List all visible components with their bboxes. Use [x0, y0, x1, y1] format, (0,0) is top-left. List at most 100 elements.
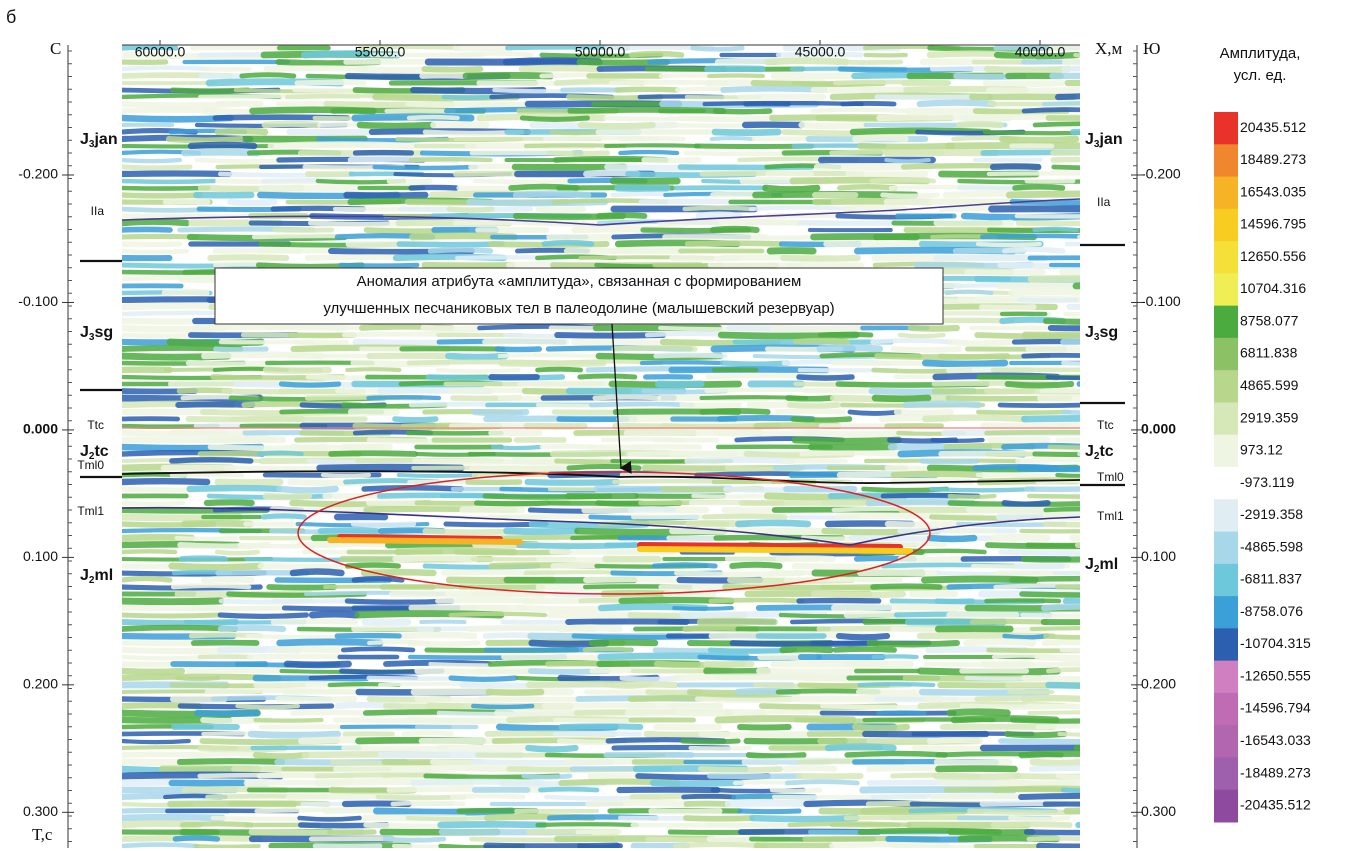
colorbar-label: -16543.033 [1240, 732, 1311, 748]
seismic-texture [950, 832, 1032, 833]
seismic-texture [322, 145, 369, 146]
y-tick-label: 0.100 [1141, 548, 1176, 564]
seismic-texture [1064, 68, 1160, 69]
seismic-texture [297, 82, 364, 83]
seismic-texture [1005, 636, 1047, 637]
seismic-texture [985, 132, 1118, 133]
seismic-texture [1069, 306, 1134, 307]
seismic-texture [172, 474, 242, 475]
stratum-label-part: sg [94, 324, 113, 341]
seismic-texture [207, 502, 252, 503]
seismic-texture [715, 132, 778, 133]
seismic-texture [344, 748, 445, 749]
seismic-texture [1033, 762, 1087, 763]
seismic-texture [122, 181, 214, 182]
x-axis-label: X,м [1095, 39, 1123, 58]
colorbar-label: 4865.599 [1240, 377, 1299, 393]
seismic-texture [1022, 594, 1174, 595]
seismic-texture [1054, 167, 1142, 168]
seismic-texture [390, 181, 430, 182]
seismic-texture [1078, 824, 1177, 825]
seismic-texture [122, 481, 207, 482]
seismic-texture [796, 341, 847, 342]
seismic-texture [978, 475, 1111, 476]
seismic-texture [813, 110, 905, 111]
seismic-texture [847, 754, 945, 755]
seismic-texture [189, 363, 275, 364]
colorbar-label: -14596.794 [1240, 700, 1311, 716]
colorbar-label: -4865.598 [1240, 538, 1303, 554]
seismic-texture [217, 552, 258, 553]
seismic-texture [1017, 460, 1138, 461]
colorbar-label: -20435.512 [1240, 797, 1311, 813]
seismic-texture [411, 159, 490, 160]
seismic-texture [507, 531, 576, 532]
colorbar-swatch [1214, 241, 1238, 274]
colorbar-label: 16543.035 [1240, 183, 1306, 199]
seismic-texture [839, 636, 887, 637]
stratum-label: J3sg [1085, 324, 1118, 342]
seismic-texture [569, 467, 639, 468]
colorbar-swatch [1214, 596, 1238, 629]
horizon-label: Ttc [87, 418, 104, 432]
seismic-texture [122, 160, 180, 161]
seismic-texture [1046, 636, 1104, 637]
seismic-texture [524, 776, 570, 777]
seismic-texture [947, 292, 992, 293]
seismic-texture [1029, 712, 1186, 713]
seismic-texture [922, 461, 977, 462]
stratum-label: J2tc [1085, 443, 1114, 461]
seismic-texture [1066, 601, 1221, 602]
y-tick-label: 0.100 [23, 548, 58, 564]
seismic-texture [850, 412, 899, 413]
seismic-texture [589, 803, 685, 804]
seismic-texture [1005, 503, 1048, 504]
seismic-texture [216, 349, 266, 350]
seismic-texture [191, 145, 254, 146]
seismic-texture [422, 75, 464, 76]
seismic-texture [278, 699, 354, 700]
seismic-texture [1021, 796, 1155, 797]
corner-label: Ю [1143, 39, 1160, 58]
colorbar-label: -973.119 [1240, 474, 1294, 490]
seismic-texture [1012, 202, 1169, 203]
seismic-texture [936, 776, 1018, 777]
seismic-texture [438, 600, 532, 601]
seismic-texture [709, 75, 763, 76]
seismic-texture [375, 167, 476, 168]
seismic-texture [549, 153, 607, 154]
seismic-texture [933, 440, 983, 441]
seismic-texture [883, 195, 937, 196]
seismic-texture [1048, 377, 1142, 378]
seismic-texture [964, 117, 1119, 118]
seismic-texture [786, 768, 835, 769]
seismic-texture [441, 824, 544, 825]
seismic-texture [122, 188, 208, 189]
seismic-texture [281, 384, 338, 385]
seismic-texture [1079, 383, 1212, 384]
seismic-texture [1059, 734, 1187, 735]
seismic-texture [1050, 447, 1189, 448]
seismic-texture [1077, 747, 1156, 748]
seismic-texture [287, 664, 348, 665]
seismic-texture [1063, 790, 1117, 791]
seismic-texture [894, 474, 980, 475]
seismic-texture [920, 103, 994, 104]
stratum-label-part: tc [1099, 443, 1113, 460]
seismic-texture [459, 54, 531, 55]
seismic-texture [909, 551, 984, 552]
seismic-texture [674, 608, 732, 609]
seismic-texture [489, 692, 541, 693]
seismic-texture [878, 712, 924, 713]
seismic-texture [1044, 103, 1158, 104]
seismic-texture [686, 818, 752, 819]
seismic-texture [1032, 628, 1157, 629]
colorbar-label: 10704.316 [1240, 280, 1306, 296]
seismic-texture [1058, 96, 1181, 97]
seismic-texture [473, 706, 532, 707]
seismic-texture [452, 796, 523, 797]
seismic-texture [1076, 285, 1208, 286]
seismic-texture [395, 419, 436, 420]
seismic-texture [321, 530, 377, 531]
seismic-texture [539, 209, 583, 210]
